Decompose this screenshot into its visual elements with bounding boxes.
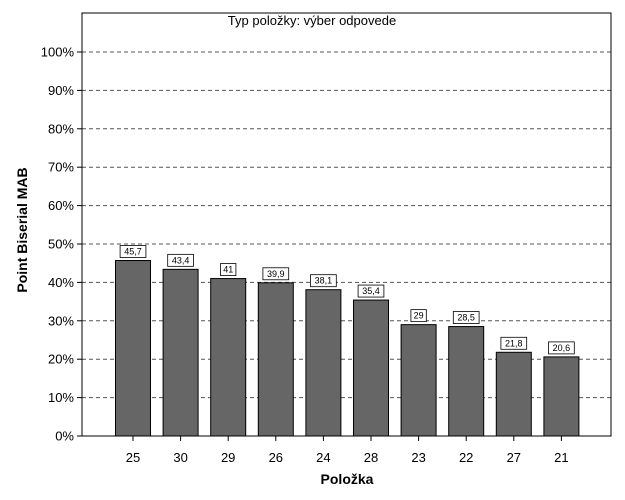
data-label-box bbox=[548, 341, 575, 355]
y-tick-label: 90% bbox=[48, 83, 74, 98]
x-tick-label: 21 bbox=[554, 450, 568, 465]
data-label: 29 bbox=[414, 311, 424, 321]
y-tick-label: 10% bbox=[48, 390, 74, 405]
x-tick-label: 29 bbox=[221, 450, 235, 465]
x-tick-label: 28 bbox=[364, 450, 378, 465]
data-label: 38,1 bbox=[315, 276, 333, 286]
data-labels: 45,7 43,4 41 39,9 38,1 35,4 29 28,5 21,8 20,6 bbox=[119, 245, 575, 355]
x-tick-label: 27 bbox=[507, 450, 521, 465]
data-label-box bbox=[220, 263, 237, 276]
y-tick-label: 70% bbox=[48, 160, 74, 175]
bar bbox=[115, 260, 151, 437]
chart-title: Typ položky: výber odpovede bbox=[228, 13, 396, 28]
x-axis-title: Položka bbox=[321, 471, 374, 487]
data-label-box bbox=[262, 267, 290, 281]
data-label: 20,6 bbox=[553, 343, 571, 353]
data-label: 45,7 bbox=[124, 247, 142, 257]
bar bbox=[353, 299, 389, 437]
bar bbox=[495, 351, 532, 437]
bar bbox=[257, 282, 294, 437]
data-label-box bbox=[410, 309, 427, 323]
data-label: 41 bbox=[223, 265, 233, 275]
x-tick-label: 24 bbox=[316, 450, 330, 465]
y-tick-label: 50% bbox=[48, 237, 74, 252]
x-tick-label: 30 bbox=[173, 450, 187, 465]
y-tick-label: 0% bbox=[55, 429, 74, 444]
y-tick-label: 80% bbox=[48, 121, 74, 136]
x-tick-label: 25 bbox=[126, 450, 140, 465]
x-axis: 25 30 29 26 24 28 23 22 27 21 bbox=[126, 436, 569, 465]
data-label: 35,4 bbox=[362, 286, 380, 296]
gridlines bbox=[82, 51, 611, 399]
data-label: 39,9 bbox=[267, 269, 285, 279]
x-tick-label: 22 bbox=[459, 450, 473, 465]
data-label: 28,5 bbox=[457, 313, 475, 323]
bars bbox=[115, 260, 580, 437]
data-label-box bbox=[500, 336, 528, 350]
y-tick-label: 60% bbox=[48, 198, 74, 213]
y-tick-label: 30% bbox=[48, 313, 74, 328]
bar bbox=[305, 289, 342, 437]
x-tick-label: 26 bbox=[269, 450, 283, 465]
data-label-box bbox=[310, 274, 337, 288]
bar bbox=[543, 356, 580, 437]
data-label-box bbox=[167, 253, 194, 267]
data-label: 43,4 bbox=[172, 255, 190, 265]
data-label-box bbox=[357, 284, 385, 298]
y-axis-title: Point Biserial MAB bbox=[14, 167, 30, 292]
data-label-box bbox=[452, 311, 480, 324]
y-axis: 0% 10% 20% 30% 40% 50% 60% 70% 80% 90% 100% bbox=[41, 45, 82, 444]
bar bbox=[210, 278, 247, 437]
x-tick-label: 23 bbox=[411, 450, 425, 465]
bar bbox=[400, 324, 437, 437]
y-tick-label: 100% bbox=[41, 45, 75, 60]
data-label-box bbox=[119, 245, 147, 258]
y-tick-label: 20% bbox=[48, 352, 74, 367]
data-label: 21,8 bbox=[505, 338, 523, 348]
bar bbox=[448, 326, 485, 437]
plot-area bbox=[81, 12, 612, 437]
bar bbox=[162, 268, 199, 437]
y-tick-label: 40% bbox=[48, 275, 74, 290]
